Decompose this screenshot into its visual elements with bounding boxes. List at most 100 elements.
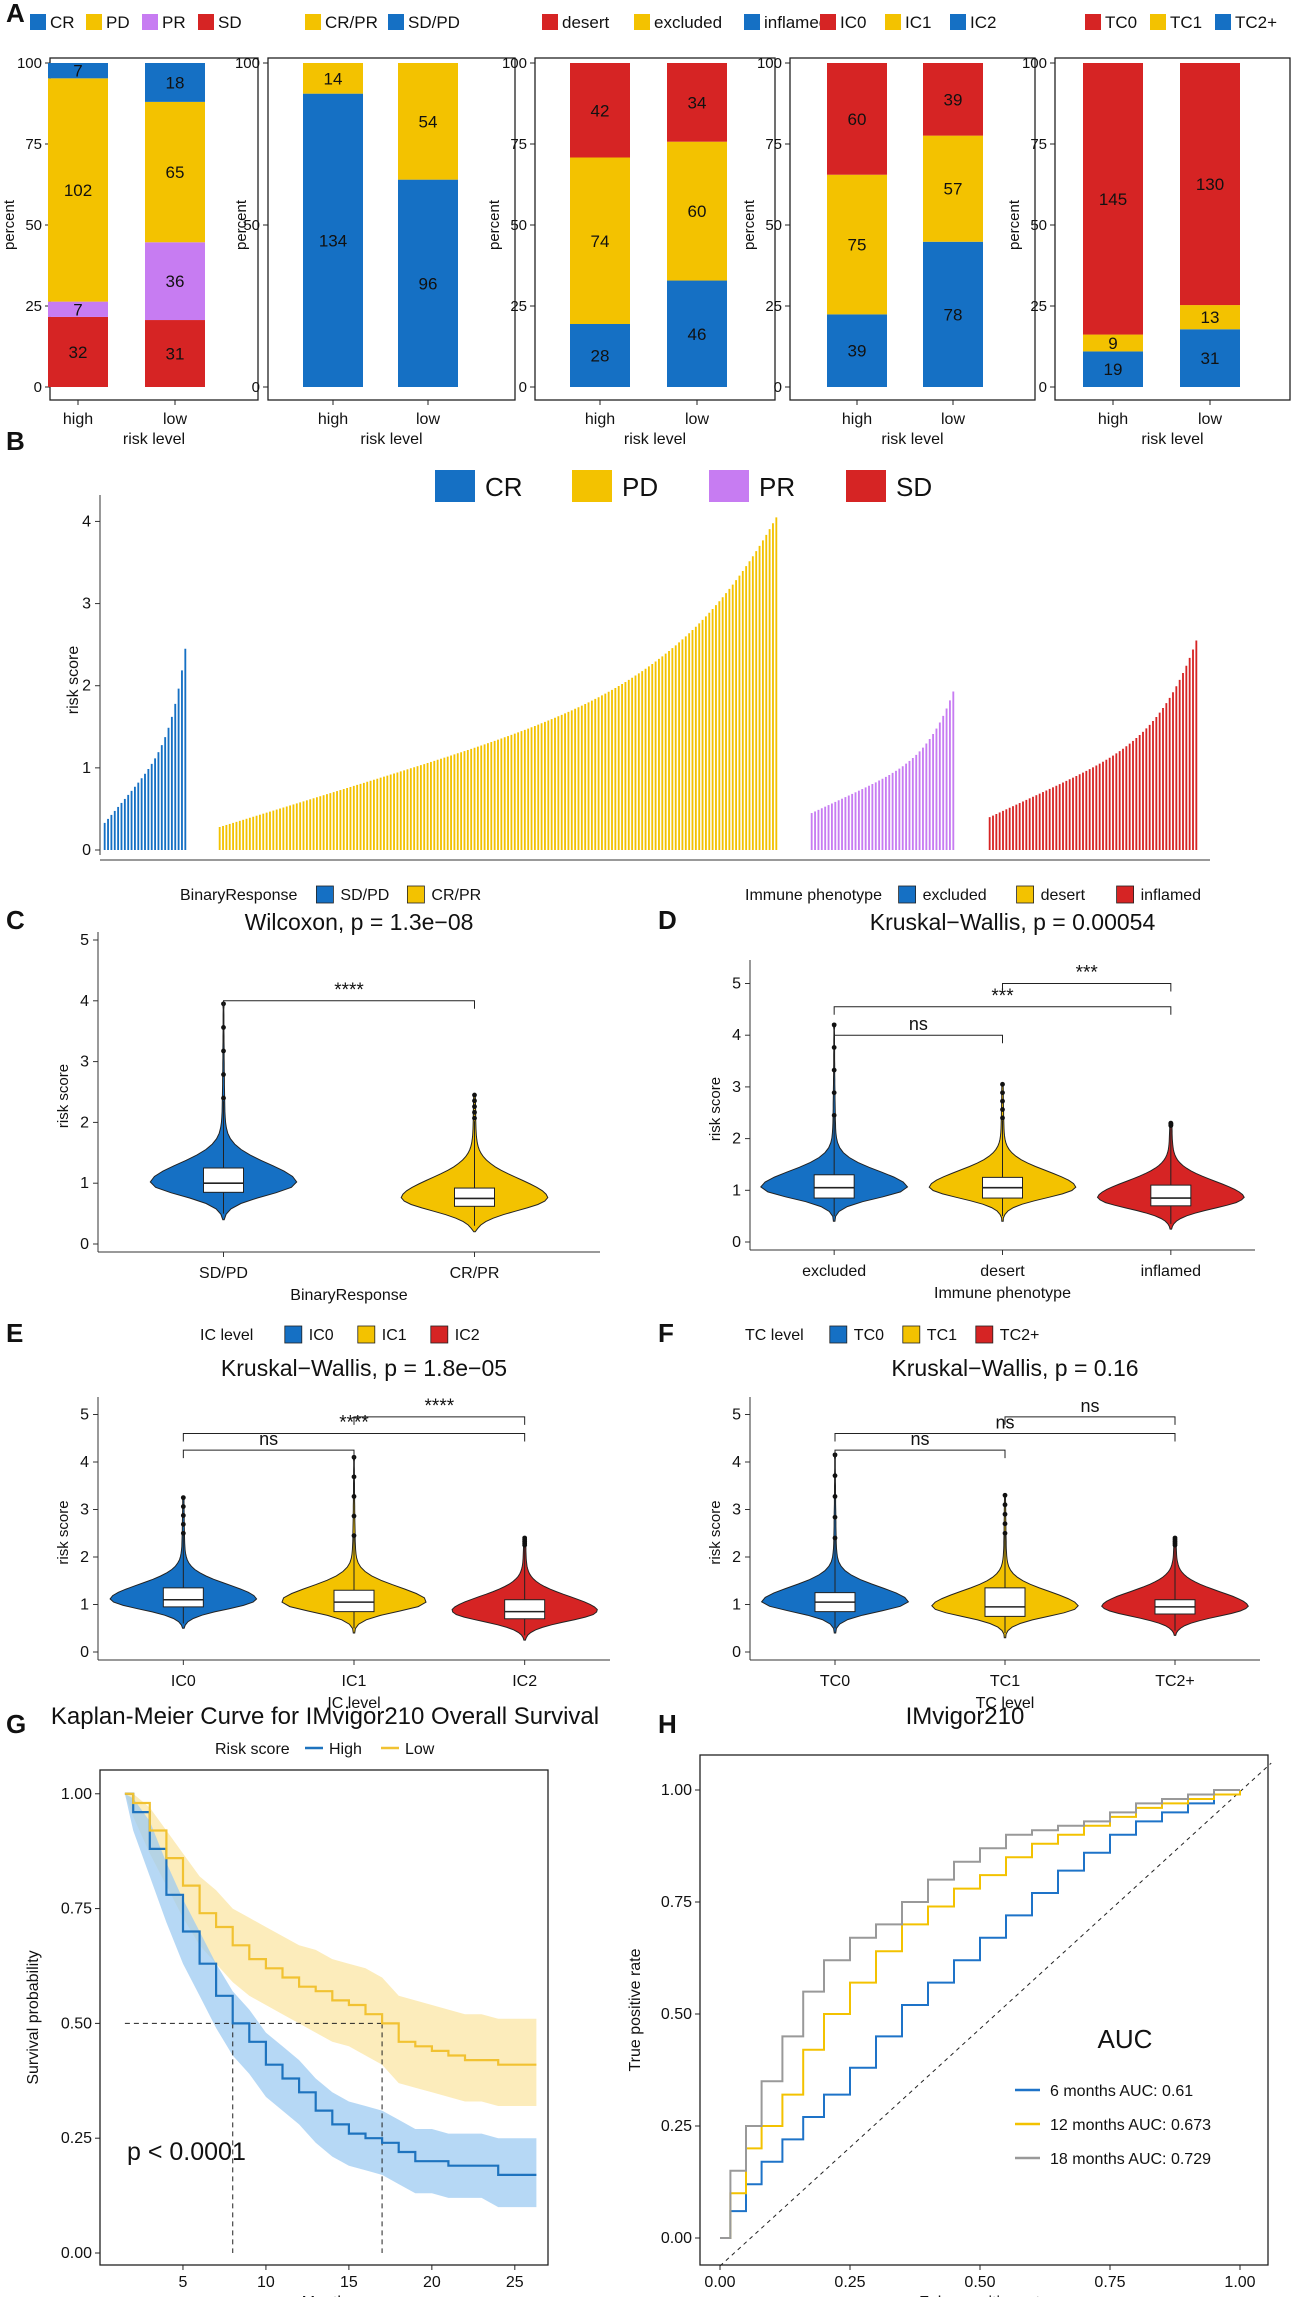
outlier-point [472, 1109, 477, 1115]
bar-data-label: 13 [1201, 308, 1220, 327]
comparison-bracket [353, 1416, 526, 1425]
y-tick-label: 0 [80, 1644, 89, 1661]
km-chart: Kaplan-Meier Curve for IMvigor210 Overal… [25, 1703, 599, 2297]
y-tick-label: 2 [732, 1549, 741, 1566]
bar-data-label: 130 [1196, 175, 1224, 194]
chart-title: IMvigor210 [906, 1703, 1025, 1730]
y-tick-label: 0 [82, 842, 91, 859]
x-tick-label: IC2 [512, 1673, 537, 1690]
outlier-point [472, 1115, 477, 1121]
legend-swatch [1116, 885, 1134, 904]
y-tick-label: 0.50 [661, 2006, 692, 2023]
y-tick-label: 3 [732, 1079, 741, 1096]
bar-data-label: 7 [73, 300, 82, 319]
y-axis-label: True positive rate [627, 1948, 644, 2071]
outlier-point [832, 1494, 838, 1499]
violin-chart-d: Immune phenotype excluded desert inflamed Kr… [707, 885, 1255, 1302]
outlier-point [831, 1090, 837, 1096]
bar-segment [1083, 334, 1143, 352]
x-tick-label: 20 [423, 2274, 441, 2291]
bar-data-label: 65 [166, 163, 185, 182]
legend-label: SD [218, 13, 242, 32]
y-tick-label: 0 [732, 1644, 741, 1661]
x-tick-label: high [1098, 411, 1128, 428]
bar-segment [1083, 351, 1143, 387]
legend-label: TC0 [1105, 13, 1137, 32]
y-tick-label: 0.25 [61, 2130, 92, 2147]
y-axis-label: risk score [55, 1500, 72, 1564]
comparison-bracket [834, 1433, 1176, 1442]
legend-label: excluded [654, 13, 722, 32]
bar-segment [570, 157, 630, 324]
bar-data-label: 9 [1108, 334, 1117, 353]
outlier-point [221, 1095, 226, 1101]
y-tick-label: 0.25 [661, 2118, 692, 2135]
panel-letter-e: E [6, 1318, 24, 1348]
bar-data-label: 54 [419, 112, 438, 131]
bar-segment [667, 63, 727, 142]
legend-swatch [950, 14, 966, 30]
legend-swatch [846, 470, 886, 502]
y-tick-label: 25 [510, 298, 527, 315]
legend-swatch [1085, 14, 1101, 30]
y-tick-label: 100 [502, 55, 527, 72]
legend-swatch [315, 885, 334, 904]
legend-label: IC0 [309, 1327, 334, 1344]
roc-chart: IMvigor210 0.00 0.25 0.50 0.75 1.00 0.00 0.25 0.… [627, 1703, 1272, 2297]
box-iqr [454, 1187, 495, 1207]
y-tick-label: 2 [80, 1549, 89, 1566]
x-axis-label: risk level [624, 431, 686, 448]
y-tick-label: 1.00 [661, 1782, 692, 1799]
bar-data-label: 60 [848, 110, 867, 129]
bar-data-label: 134 [319, 231, 347, 250]
x-tick-label: high [318, 411, 348, 428]
bar-segment [827, 314, 887, 387]
legend-label: PD [106, 13, 130, 32]
legend-label: PR [759, 472, 795, 502]
x-axis-label: risk level [1141, 431, 1203, 448]
bar-data-label: 57 [944, 180, 963, 199]
roc-curve [720, 1790, 1241, 2239]
y-tick-label: 50 [510, 217, 527, 234]
y-tick-label: 1.00 [61, 1786, 92, 1803]
legend-swatch [430, 1325, 449, 1344]
bar-segment [667, 141, 727, 281]
y-axis-label: risk score [707, 1500, 724, 1564]
outlier-point [472, 1098, 477, 1104]
legend-swatch [975, 1325, 994, 1344]
comparison-label: ns [909, 1014, 928, 1034]
bar-data-label: 60 [688, 202, 707, 221]
y-tick-label: 5 [80, 932, 89, 949]
outlier-point [831, 1022, 837, 1028]
x-tick-label: IC1 [342, 1673, 367, 1690]
plot-frame [789, 57, 1036, 401]
legend-swatch [744, 14, 760, 30]
y-tick-label: 4 [80, 993, 89, 1010]
panel-letter-f: F [658, 1318, 674, 1348]
y-tick-label: 25 [765, 298, 782, 315]
outlier-point [832, 1514, 838, 1520]
y-tick-label: 4 [732, 1027, 741, 1044]
y-tick-label: 100 [17, 55, 42, 72]
legend-swatch [709, 470, 749, 502]
box-iqr [203, 1167, 244, 1193]
y-tick-label: 75 [25, 136, 42, 153]
outlier-point [1000, 1090, 1005, 1096]
y-axis-label: Survival probability [25, 1950, 42, 2084]
y-tick-label: 0.00 [61, 2245, 92, 2262]
outlier-point [351, 1533, 357, 1539]
y-axis-label: risk score [707, 1077, 724, 1141]
comparison-label: ns [259, 1429, 278, 1449]
bar-segment [570, 324, 630, 387]
y-axis-label: percent [1006, 199, 1023, 250]
legend-label: excluded [923, 887, 987, 904]
y-tick-label: 0.75 [661, 1894, 692, 1911]
y-tick-label: 3 [80, 1502, 89, 1519]
legend-swatch [885, 14, 901, 30]
y-tick-label: 0.00 [661, 2230, 692, 2247]
x-axis-label: Immune phenotype [934, 1285, 1071, 1302]
legend-label: TC1 [1170, 13, 1202, 32]
y-tick-label: 75 [510, 136, 527, 153]
y-tick-label: 3 [732, 1502, 741, 1519]
